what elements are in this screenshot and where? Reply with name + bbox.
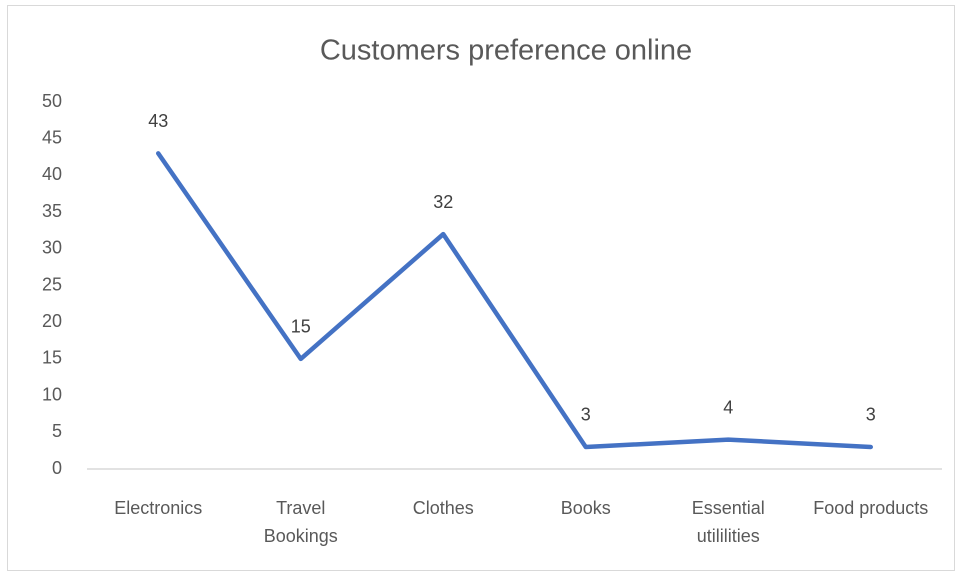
y-tick-label: 5 [52,421,62,441]
y-tick-label: 40 [42,164,62,184]
data-label: 32 [433,192,453,212]
y-tick-label: 50 [42,91,62,111]
y-tick-label: 45 [42,127,62,147]
y-tick-label: 10 [42,384,62,404]
data-label: 43 [148,111,168,131]
data-label: 15 [291,317,311,337]
x-tick-label: Electronics [114,498,202,518]
x-tick-label: Travel Bookings [264,498,338,546]
data-label: 3 [866,405,876,425]
line-series [156,151,873,450]
x-tick-label: Clothes [413,498,474,518]
x-tick-label: Food products [813,498,928,518]
y-tick-label: 25 [42,274,62,294]
x-tick-label: Books [561,498,611,518]
data-label: 3 [581,405,591,425]
data-label: 4 [723,397,733,417]
y-tick-label: 35 [42,201,62,221]
y-tick-label: 15 [42,348,62,368]
y-tick-label: 30 [42,238,62,258]
y-tick-label: 20 [42,311,62,331]
y-tick-label: 0 [52,458,62,478]
x-tick-label: Essential utililities [692,498,765,546]
chart-title: Customers preference online [320,35,692,67]
